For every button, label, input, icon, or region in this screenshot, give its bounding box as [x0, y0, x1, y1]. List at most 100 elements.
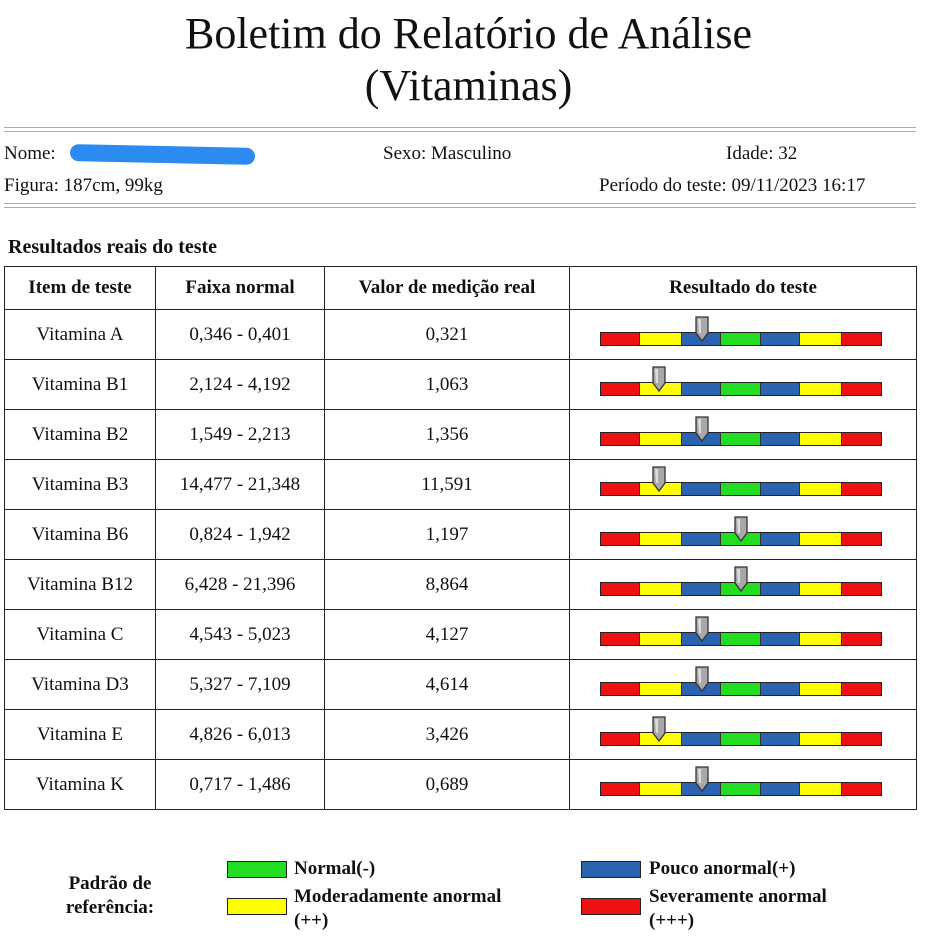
range-cell: 4,826 - 6,013 — [155, 709, 325, 760]
result-pointer-icon — [652, 716, 666, 742]
scale-segment — [799, 733, 842, 745]
scale-segment — [601, 733, 641, 745]
scale-segment — [601, 433, 641, 445]
scale-segment — [760, 433, 800, 445]
scale-segment — [760, 733, 800, 745]
value-cell: 1,197 — [324, 509, 570, 560]
scale-segment — [601, 333, 641, 345]
legend-text-moderate: Moderadamente anormal (++) — [294, 885, 501, 933]
scale-segment — [760, 633, 800, 645]
section-title: Resultados reais do teste — [8, 236, 218, 258]
item-cell: Vitamina A — [4, 309, 156, 360]
item-cell: Vitamina B3 — [4, 459, 156, 510]
scale-segment — [640, 533, 683, 545]
result-pointer-icon — [734, 566, 748, 592]
scale-segment — [682, 533, 722, 545]
scale-segment — [799, 483, 842, 495]
result-bar-cell — [569, 609, 917, 660]
scale-segment — [799, 783, 842, 795]
scale-segment — [841, 783, 881, 795]
table-row: Vitamina E 4,826 - 6,013 3,426 — [4, 709, 917, 760]
header-range: Faixa normal — [155, 266, 325, 310]
result-pointer-icon — [694, 616, 709, 642]
result-pointer-icon — [652, 366, 666, 392]
scale-segment — [601, 533, 641, 545]
report-title: Boletim do Relatório de Análise (Vitamin… — [0, 8, 937, 112]
scale-segment — [841, 633, 881, 645]
test-period-field: Período do teste: 09/11/2023 16:17 — [599, 175, 866, 196]
results-table: Item de teste Faixa normal Valor de medi… — [4, 266, 917, 810]
item-cell: Vitamina E — [4, 709, 156, 760]
result-scale — [600, 532, 882, 546]
value-cell: 1,063 — [324, 359, 570, 410]
legend-moderate-label: Moderadamente anormal — [294, 886, 502, 907]
scale-segment — [682, 383, 722, 395]
figure-field: Figura: 187cm, 99kg — [4, 175, 163, 196]
scale-segment — [841, 433, 881, 445]
value-cell: 4,614 — [324, 659, 570, 710]
result-bar-cell — [569, 559, 917, 610]
value-cell: 1,356 — [324, 409, 570, 460]
legend-label-line1: Padrão de — [68, 873, 152, 894]
report-title-line1: Boletim do Relatório de Análise — [184, 9, 752, 58]
value-cell: 4,127 — [324, 609, 570, 660]
result-pointer-icon — [694, 316, 709, 342]
result-pointer-icon — [694, 766, 709, 792]
legend-swatch-slight — [581, 861, 641, 878]
scale-segment — [640, 783, 683, 795]
range-cell: 14,477 - 21,348 — [155, 459, 325, 510]
legend-slight-label: Pouco anormal(+) — [649, 858, 796, 879]
scale-segment — [799, 383, 842, 395]
scale-segment — [799, 433, 842, 445]
result-bar-cell — [569, 509, 917, 560]
result-bar-cell — [569, 659, 917, 710]
legend-severe-label: Severamente anormal — [649, 886, 827, 907]
redaction-mark — [69, 144, 256, 165]
scale-segment — [721, 683, 761, 695]
legend-normal-label: Normal(-) — [294, 858, 376, 879]
item-cell: Vitamina B6 — [4, 509, 156, 560]
legend-swatch-moderate — [227, 898, 287, 915]
table-row: Vitamina A 0,346 - 0,401 0,321 — [4, 309, 917, 360]
table-row: Vitamina B6 0,824 - 1,942 1,197 — [4, 509, 917, 560]
table-header-row: Item de teste Faixa normal Valor de medi… — [4, 266, 917, 310]
table-row: Vitamina B3 14,477 - 21,348 11,591 — [4, 459, 917, 510]
item-cell: Vitamina K — [4, 759, 156, 810]
table-row: Vitamina B12 6,428 - 21,396 8,864 — [4, 559, 917, 610]
value-cell: 3,426 — [324, 709, 570, 760]
range-cell: 2,124 - 4,192 — [155, 359, 325, 410]
scale-segment — [721, 383, 761, 395]
scale-segment — [760, 583, 800, 595]
scale-segment — [760, 333, 800, 345]
scale-segment — [682, 583, 722, 595]
result-scale — [600, 632, 882, 646]
header-item: Item de teste — [4, 266, 156, 310]
header-value: Valor de medição real — [324, 266, 570, 310]
scale-segment — [721, 633, 761, 645]
scale-segment — [841, 333, 881, 345]
result-bar-cell — [569, 759, 917, 810]
item-cell: Vitamina B2 — [4, 409, 156, 460]
range-cell: 0,717 - 1,486 — [155, 759, 325, 810]
item-cell: Vitamina B1 — [4, 359, 156, 410]
table-row: Vitamina D3 5,327 - 7,109 4,614 — [4, 659, 917, 710]
result-pointer-icon — [694, 666, 709, 692]
result-scale — [600, 382, 882, 396]
result-scale — [600, 732, 882, 746]
top-divider — [4, 127, 916, 132]
table-row: Vitamina K 0,717 - 1,486 0,689 — [4, 759, 917, 810]
scale-segment — [799, 583, 842, 595]
scale-segment — [799, 333, 842, 345]
result-scale — [600, 332, 882, 346]
value-cell: 0,689 — [324, 759, 570, 810]
item-cell: Vitamina B12 — [4, 559, 156, 610]
name-label: Nome: — [4, 143, 56, 164]
scale-segment — [841, 583, 881, 595]
scale-segment — [640, 583, 683, 595]
scale-segment — [760, 533, 800, 545]
scale-segment — [841, 483, 881, 495]
result-bar-cell — [569, 459, 917, 510]
scale-segment — [682, 483, 722, 495]
value-cell: 11,591 — [324, 459, 570, 510]
range-cell: 6,428 - 21,396 — [155, 559, 325, 610]
